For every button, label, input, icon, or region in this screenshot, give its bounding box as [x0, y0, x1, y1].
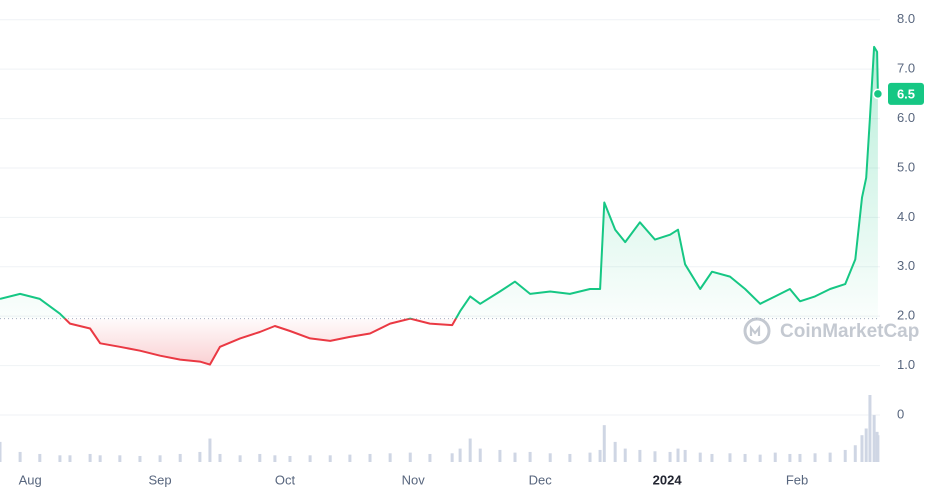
volume-bar — [798, 453, 802, 462]
x-tick-label: Nov — [402, 472, 426, 487]
volume-bar — [710, 453, 714, 462]
watermark-text: CoinMarketCap — [780, 321, 919, 342]
volume-bar — [273, 455, 277, 462]
volume-bar — [676, 448, 680, 462]
volume-bar — [843, 449, 847, 462]
volume-bar — [813, 453, 817, 462]
volume-bar — [653, 451, 657, 462]
price-area — [0, 46, 878, 365]
volume-bar — [198, 451, 202, 462]
x-tick-label: Dec — [529, 472, 553, 487]
volume-bar — [588, 452, 592, 462]
volume-bar — [528, 451, 532, 462]
volume-bar — [668, 451, 672, 462]
x-tick-label: 2024 — [653, 472, 683, 487]
volume-bar — [623, 448, 627, 462]
volume-bar — [868, 395, 872, 462]
y-tick-label: 8.0 — [897, 11, 915, 26]
volume-bar — [853, 445, 857, 462]
volume-bar — [498, 449, 502, 462]
volume-bar — [0, 441, 2, 462]
volume-bar — [683, 449, 687, 462]
volume-bar — [348, 454, 352, 462]
volume-bar — [88, 453, 92, 462]
volume-bar — [828, 452, 832, 462]
volume-bar — [258, 453, 262, 462]
volume-bar — [58, 455, 62, 462]
volume-bar — [98, 455, 102, 462]
volume-bar — [158, 455, 162, 462]
volume-bar — [368, 453, 372, 462]
volume-bar — [513, 452, 517, 462]
x-tick-label: Sep — [149, 472, 172, 487]
volume-bar — [468, 438, 472, 462]
price-badge — [888, 82, 924, 105]
x-tick-label: Aug — [19, 472, 42, 487]
volume-bar — [788, 453, 792, 462]
volume-bar — [758, 454, 762, 462]
last-point — [872, 88, 884, 100]
volume-bar — [308, 455, 312, 462]
y-tick-label: 3.0 — [897, 258, 915, 273]
volume-bar — [613, 441, 617, 462]
volume-bar — [388, 453, 392, 462]
volume-bar — [698, 452, 702, 462]
volume-bar — [18, 451, 22, 462]
y-tick-label: 6.0 — [897, 110, 915, 125]
volume-bar — [178, 453, 182, 462]
volume-bar — [450, 453, 454, 462]
y-tick-label: 0 — [897, 406, 904, 421]
volume-bar — [138, 455, 142, 462]
volume-bar — [288, 455, 292, 462]
volume-bar — [458, 448, 462, 462]
y-tick-label: 5.0 — [897, 159, 915, 174]
volume-bar — [548, 453, 552, 462]
volume-bar — [478, 448, 482, 462]
volume-bar — [638, 449, 642, 462]
volume-bar — [872, 415, 876, 462]
volume-bar — [728, 453, 732, 462]
volume-bar — [773, 452, 777, 462]
y-tick-label: 4.0 — [897, 209, 915, 224]
volume-bar — [68, 455, 72, 462]
volume-bar — [864, 428, 868, 462]
volume-bar — [328, 455, 332, 462]
volume-bar — [208, 438, 212, 462]
volume-bar — [598, 449, 602, 462]
volume-bar — [38, 453, 42, 462]
price-line — [0, 45, 879, 366]
volume-bar — [876, 435, 880, 462]
volume-bar — [860, 435, 864, 462]
volume-bar — [428, 453, 432, 462]
volume-bar — [218, 453, 222, 462]
volume-bar — [238, 455, 242, 462]
y-tick-label: 7.0 — [897, 61, 915, 76]
price-badge-label: 6.5 — [897, 86, 915, 101]
volume-bar — [602, 425, 606, 462]
volume-bar — [408, 452, 412, 462]
volume-bar — [568, 453, 572, 462]
x-tick-label: Oct — [275, 472, 296, 487]
x-tick-label: Feb — [786, 472, 808, 487]
y-tick-label: 2.0 — [897, 308, 915, 323]
y-tick-label: 1.0 — [897, 357, 915, 372]
volume-bar — [743, 453, 747, 462]
volume-bar — [118, 455, 122, 462]
watermark: CoinMarketCap — [743, 317, 919, 345]
